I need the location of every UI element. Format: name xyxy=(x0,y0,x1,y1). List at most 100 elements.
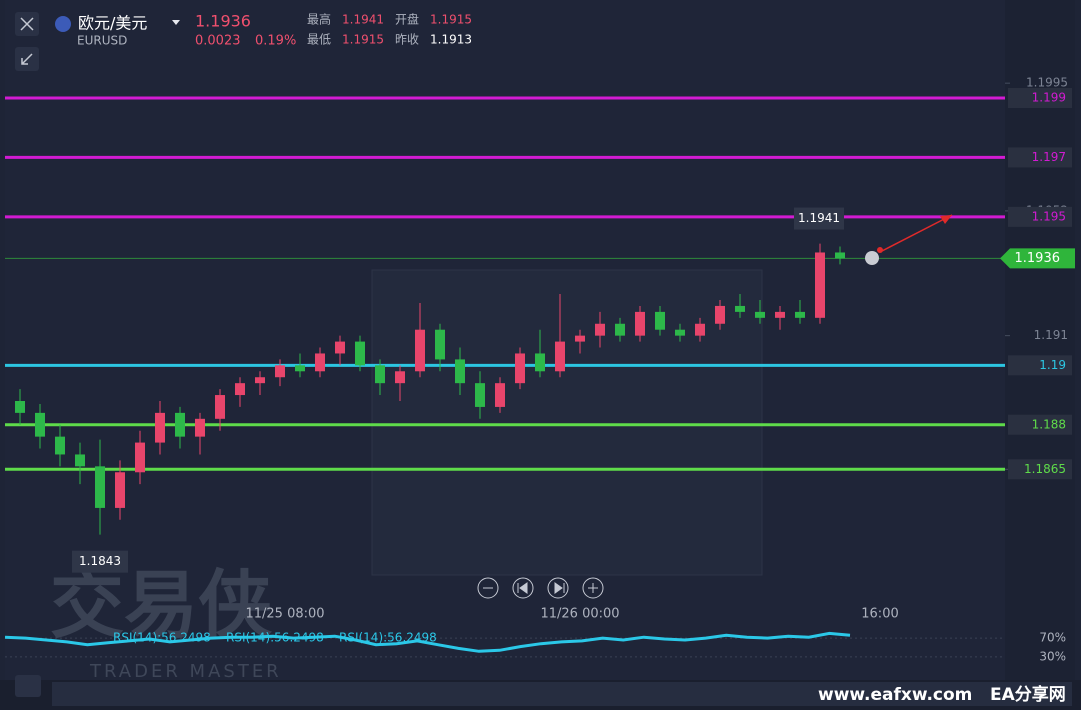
change-pct: 0.19% xyxy=(255,34,296,49)
arrow-head xyxy=(940,215,952,224)
candle-body xyxy=(655,311,665,330)
site: www.eafxw.com xyxy=(818,685,972,705)
candle-body xyxy=(715,305,725,324)
candle-body xyxy=(675,329,685,336)
candle-body xyxy=(795,311,805,318)
icon xyxy=(20,17,34,31)
last-price-label: 1.1936 xyxy=(1015,251,1061,266)
candle-body xyxy=(255,377,265,384)
zoom-controls xyxy=(477,577,604,599)
candle-body xyxy=(815,252,825,318)
candle-body xyxy=(455,359,465,384)
candle-body xyxy=(595,323,605,336)
last-price-tag xyxy=(1000,248,1075,269)
candle-body xyxy=(535,353,545,372)
candle-body xyxy=(435,329,445,360)
icon xyxy=(517,582,528,594)
rsi-label: RSI(14):56.2498 xyxy=(113,631,211,645)
axis-bg xyxy=(1005,0,1075,680)
selection-box xyxy=(371,269,763,576)
candle-body xyxy=(695,323,705,336)
candle-body xyxy=(215,395,225,419)
candle-body xyxy=(375,365,385,384)
watermark-logo: 交易侠 xyxy=(50,563,273,649)
dropdown-icon[interactable] xyxy=(172,20,180,25)
candle-body xyxy=(15,400,25,413)
max-tag xyxy=(794,207,844,230)
candle-body xyxy=(555,341,565,372)
level-label: 1.199 xyxy=(1032,91,1066,105)
level-tag xyxy=(1008,206,1072,227)
min-label: 1.1843 xyxy=(79,554,121,568)
candle-body xyxy=(235,383,245,396)
flag-icon xyxy=(55,16,71,32)
candle-body xyxy=(75,454,85,467)
stat-label: 最低 xyxy=(307,33,331,47)
time-label: 11/26 00:00 xyxy=(540,607,619,622)
candle-body xyxy=(475,383,485,407)
level-tag xyxy=(1008,88,1072,109)
level-label: 1.1865 xyxy=(1024,462,1066,476)
zoom-in[interactable] xyxy=(582,577,604,599)
arrow-dot xyxy=(877,247,883,253)
stat-value: 1.1941 xyxy=(342,13,384,27)
candle-body xyxy=(415,329,425,372)
stat-value: 1.1915 xyxy=(342,33,384,47)
time-label: 11/25 08:00 xyxy=(245,607,324,622)
rsi-label: RSI(14):56.2498 xyxy=(339,631,437,645)
candle-body xyxy=(335,341,345,354)
to-end[interactable] xyxy=(547,577,569,599)
candle-body xyxy=(195,418,205,437)
symbol-code: EURUSD xyxy=(77,34,127,48)
draw-tool[interactable] xyxy=(15,675,41,697)
min-tag xyxy=(72,550,128,573)
candle-body xyxy=(315,353,325,372)
candle-body xyxy=(735,305,745,312)
max-label: 1.1941 xyxy=(798,211,840,225)
watermark-sub: TRADER MASTER xyxy=(89,661,282,682)
info-icon[interactable] xyxy=(865,251,879,265)
candle-body xyxy=(135,442,145,473)
change: 0.0023 xyxy=(195,34,241,49)
level-tag xyxy=(1008,459,1072,480)
candle-body xyxy=(95,466,105,508)
rsi-label: RSI(14):56.2498 xyxy=(226,631,324,645)
candle-body xyxy=(775,311,785,318)
candle-body xyxy=(355,341,365,366)
trend-arrow xyxy=(879,214,953,253)
level-label: 1.19 xyxy=(1039,358,1066,372)
icon xyxy=(21,53,33,65)
candle-body xyxy=(395,371,405,384)
icon xyxy=(554,582,565,594)
candle-body xyxy=(35,412,45,437)
candle-body xyxy=(55,436,65,455)
candle-body xyxy=(175,412,185,437)
symbol-title: 欧元/美元 xyxy=(78,14,147,33)
candle-body xyxy=(755,311,765,318)
icon xyxy=(588,583,598,593)
level-label: 1.188 xyxy=(1032,417,1066,431)
y-tick-label: 1.191 xyxy=(1034,328,1068,342)
level-tag xyxy=(1008,355,1072,376)
candle-body xyxy=(575,335,585,342)
rsi-line xyxy=(4,631,851,653)
rsi-tick-label: 30% xyxy=(1039,649,1066,663)
candle-body xyxy=(615,323,625,336)
zoom-out[interactable] xyxy=(477,577,499,599)
candle-body xyxy=(635,311,645,336)
level-tag xyxy=(1008,414,1072,435)
candle-body xyxy=(295,365,305,372)
candle-body xyxy=(835,252,845,259)
candle-body xyxy=(115,472,125,508)
toolbar xyxy=(52,682,1072,706)
site-name: EA分享网 xyxy=(990,684,1066,705)
to-start[interactable] xyxy=(512,577,534,599)
level-label: 1.197 xyxy=(1032,150,1066,164)
candle-body xyxy=(275,365,285,378)
stat-label: 开盘 xyxy=(395,12,419,27)
y-tick-label: 1.1995 xyxy=(1026,76,1068,90)
stat-value: 1.1915 xyxy=(430,13,472,27)
level-tag xyxy=(1008,147,1072,168)
